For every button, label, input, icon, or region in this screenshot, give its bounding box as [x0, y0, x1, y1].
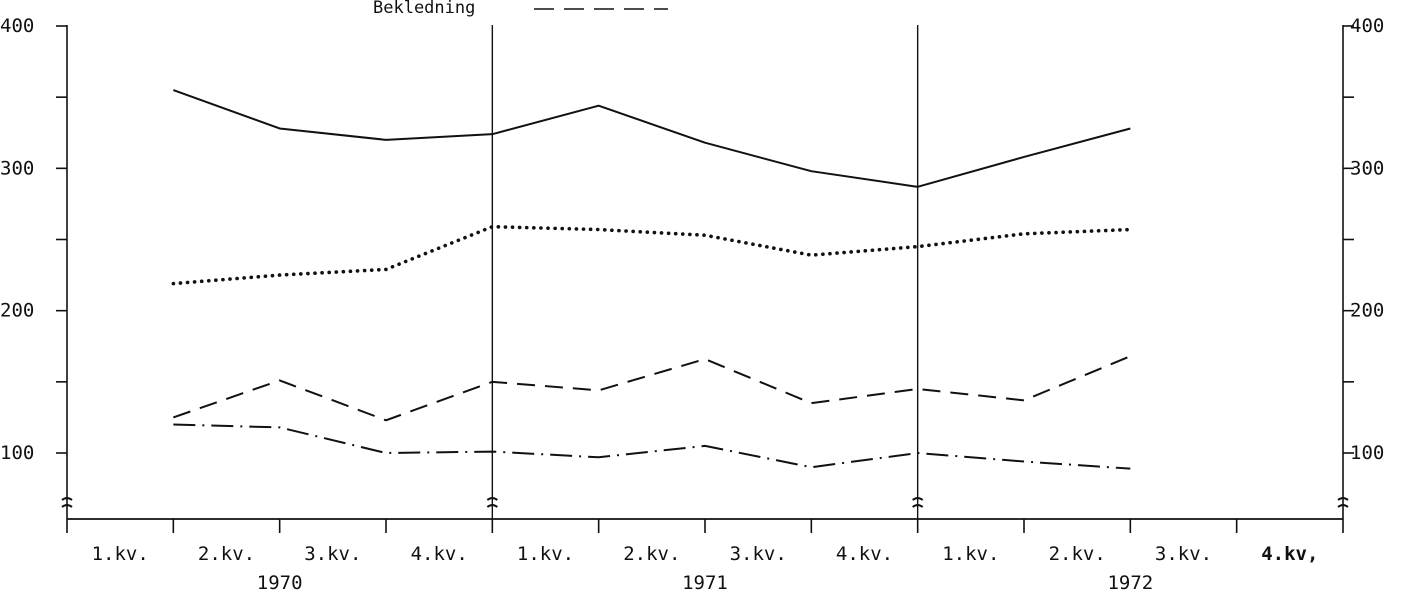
x-tick-label: 4.kv.	[411, 543, 468, 565]
axis-break-icon	[61, 497, 73, 508]
x-tick-label: 3.kv.	[1155, 543, 1212, 565]
y-tick-label-left: 400	[0, 15, 34, 37]
year-label: 1970	[257, 572, 303, 594]
legend: Bekledning	[373, 0, 668, 18]
x-tick-label: 4.kv.	[836, 543, 893, 565]
y-tick-label-left: 200	[0, 300, 34, 322]
x-tick-label: 3.kv.	[730, 543, 787, 565]
legend-label: Bekledning	[373, 0, 475, 18]
x-tick-label: 4.kv,	[1261, 543, 1318, 565]
series-line-solid	[172, 89, 1131, 188]
x-axis: 1.kv. 2.kv. 3.kv. 4.kv. 1.kv. 2.kv. 3.kv. 4.kv.…	[66, 25, 1344, 594]
axis-break-icon	[486, 497, 498, 508]
y-tick-label-left: 300	[0, 157, 34, 179]
y-tick-label-right: 300	[1350, 157, 1384, 179]
series-line-dashdot	[173, 423, 1131, 470]
x-tick-label: 2.kv.	[1049, 543, 1106, 565]
axis-break-icon	[1337, 497, 1349, 508]
axis-break-icon	[912, 497, 924, 508]
y-tick-label-left: 100	[0, 442, 34, 464]
year-label: 1972	[1107, 572, 1153, 594]
y-axes: 100 200 300 400 100 200 300 400	[0, 15, 1384, 519]
x-tick-label: 1.kv.	[517, 543, 574, 565]
series-lines	[171, 89, 1133, 470]
x-tick-label: 3.kv.	[304, 543, 361, 565]
series-line-dashed	[173, 355, 1131, 422]
y-tick-label-right: 100	[1350, 442, 1384, 464]
x-tick-label: 1.kv.	[942, 543, 999, 565]
x-tick-label: 1.kv.	[92, 543, 149, 565]
x-tick-label: 2.kv.	[623, 543, 680, 565]
y-tick-label-right: 400	[1350, 15, 1384, 37]
y-tick-label-right: 200	[1350, 300, 1384, 322]
x-tick-label: 2.kv.	[198, 543, 255, 565]
series-line-dotted	[171, 224, 1133, 286]
year-label: 1971	[682, 572, 728, 594]
